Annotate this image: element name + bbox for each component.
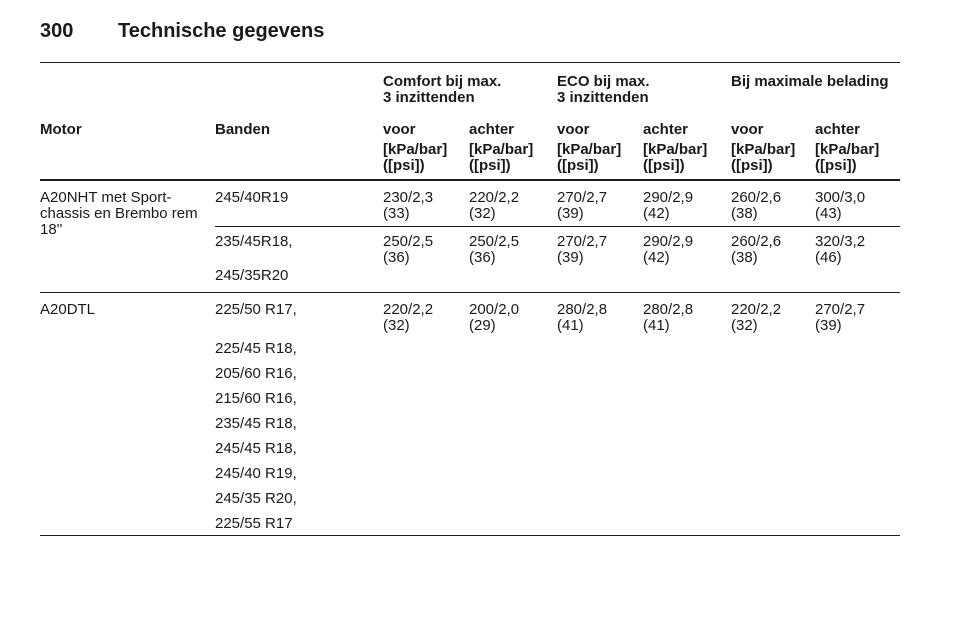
tire-size: 245/40 R19, — [215, 465, 297, 482]
motor: chassis en Brembo rem — [40, 205, 198, 222]
pressure: (32) — [383, 317, 410, 334]
pressure: 200/2,0 — [469, 301, 520, 318]
column-header: Motor — [40, 121, 82, 138]
pressure: (46) — [815, 249, 842, 266]
pressure: 270/2,7 — [815, 301, 866, 318]
column-header: voor — [383, 121, 416, 138]
pressure: (38) — [731, 249, 758, 266]
pressure: 320/3,2 — [815, 233, 866, 250]
tire-size: 245/40R19 — [215, 189, 289, 206]
tire-size: 245/45 R18, — [215, 440, 297, 457]
pressure: 290/2,9 — [643, 189, 694, 206]
unit: ([psi]) — [469, 157, 511, 174]
group-header: Bij maximale belading — [731, 73, 889, 90]
unit: [kPa/bar] — [815, 141, 880, 158]
column-header: voor — [731, 121, 764, 138]
column-header: achter — [643, 121, 689, 138]
pressure: 260/2,6 — [731, 189, 782, 206]
column-header: voor — [557, 121, 590, 138]
column-header: Banden — [215, 121, 271, 138]
unit: ([psi]) — [383, 157, 425, 174]
unit: [kPa/bar] — [557, 141, 622, 158]
pressure: (39) — [557, 205, 584, 222]
pressure: (41) — [557, 317, 584, 334]
pressure: 300/3,0 — [815, 189, 866, 206]
unit: [kPa/bar] — [731, 141, 796, 158]
pressure: (36) — [383, 249, 410, 266]
pressure: 230/2,3 — [383, 189, 434, 206]
pressure: (33) — [383, 205, 410, 222]
pressure: 290/2,9 — [643, 233, 694, 250]
pressure: (32) — [731, 317, 758, 334]
pressure: 250/2,5 — [469, 233, 520, 250]
unit: [kPa/bar] — [469, 141, 534, 158]
pressure: (41) — [643, 317, 670, 334]
pressure: (42) — [643, 249, 670, 266]
pressure: 220/2,2 — [731, 301, 782, 318]
unit: [kPa/bar] — [643, 141, 708, 158]
pressure: 220/2,2 — [469, 189, 520, 206]
pressure: 250/2,5 — [383, 233, 434, 250]
pressure: 270/2,7 — [557, 233, 608, 250]
pressure: (36) — [469, 249, 496, 266]
pressure: (42) — [643, 205, 670, 222]
unit: ([psi]) — [731, 157, 773, 174]
pressure: (38) — [731, 205, 758, 222]
group-header: 3 inzittenden — [557, 89, 649, 106]
rule — [40, 535, 900, 536]
tire-size: 235/45R18, — [215, 233, 293, 250]
page-title: Technische gegevens — [118, 20, 325, 42]
column-header: achter — [469, 121, 515, 138]
group-header: Comfort bij max. — [383, 73, 502, 90]
pressure: (39) — [815, 317, 842, 334]
pressure: 270/2,7 — [557, 189, 608, 206]
tire-size: 225/50 R17, — [215, 301, 297, 318]
group-header: ECO bij max. — [557, 73, 650, 90]
pressure: (29) — [469, 317, 496, 334]
rule — [40, 62, 900, 63]
motor: A20DTL — [40, 301, 96, 318]
unit: [kPa/bar] — [383, 141, 448, 158]
pressure: 220/2,2 — [383, 301, 434, 318]
motor: 18'' — [40, 221, 63, 238]
unit: ([psi]) — [557, 157, 599, 174]
rule — [40, 179, 900, 181]
pressure: 260/2,6 — [731, 233, 782, 250]
tire-size: 215/60 R16, — [215, 390, 297, 407]
tire-size: 245/35R20 — [215, 267, 289, 284]
pressure: (39) — [557, 249, 584, 266]
rule — [40, 292, 900, 293]
group-header: 3 inzittenden — [383, 89, 475, 106]
tire-size: 205/60 R16, — [215, 365, 297, 382]
unit: ([psi]) — [643, 157, 685, 174]
page-number: 300 — [40, 20, 74, 42]
pressure: (32) — [469, 205, 496, 222]
tire-size: 235/45 R18, — [215, 415, 297, 432]
pressure: 280/2,8 — [557, 301, 608, 318]
tire-size: 245/35 R20, — [215, 490, 297, 507]
unit: ([psi]) — [815, 157, 857, 174]
tire-size: 225/55 R17 — [215, 515, 293, 532]
pressure: 280/2,8 — [643, 301, 694, 318]
pressure: (43) — [815, 205, 842, 222]
tire-size: 225/45 R18, — [215, 340, 297, 357]
column-header: achter — [815, 121, 861, 138]
rule — [215, 226, 900, 227]
motor: A20NHT met Sport- — [40, 189, 172, 206]
